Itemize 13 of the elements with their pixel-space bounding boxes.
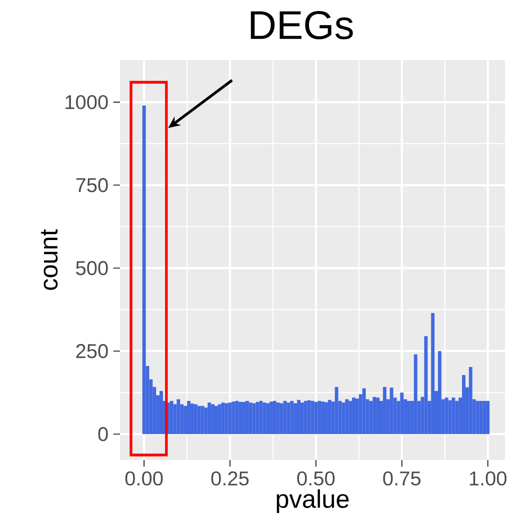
x-tick-label: 0.25 [211, 471, 249, 486]
x-tick-label: 0.75 [383, 471, 420, 486]
y-tick-label: 500 [76, 261, 108, 276]
x-axis-title: pvalue [276, 489, 349, 513]
y-tick-label: 1000 [66, 95, 108, 110]
chart-title: DEGs [250, 10, 353, 40]
y-axis-title: count [41, 229, 58, 290]
x-tick-label: 1.00 [470, 471, 506, 486]
y-tick-label: 750 [76, 178, 108, 192]
x-tick-label: 0.00 [125, 471, 163, 486]
y-tick-label: 0 [98, 427, 108, 442]
x-tick-label: 0.50 [297, 471, 335, 486]
y-tick-label: 250 [76, 344, 108, 358]
